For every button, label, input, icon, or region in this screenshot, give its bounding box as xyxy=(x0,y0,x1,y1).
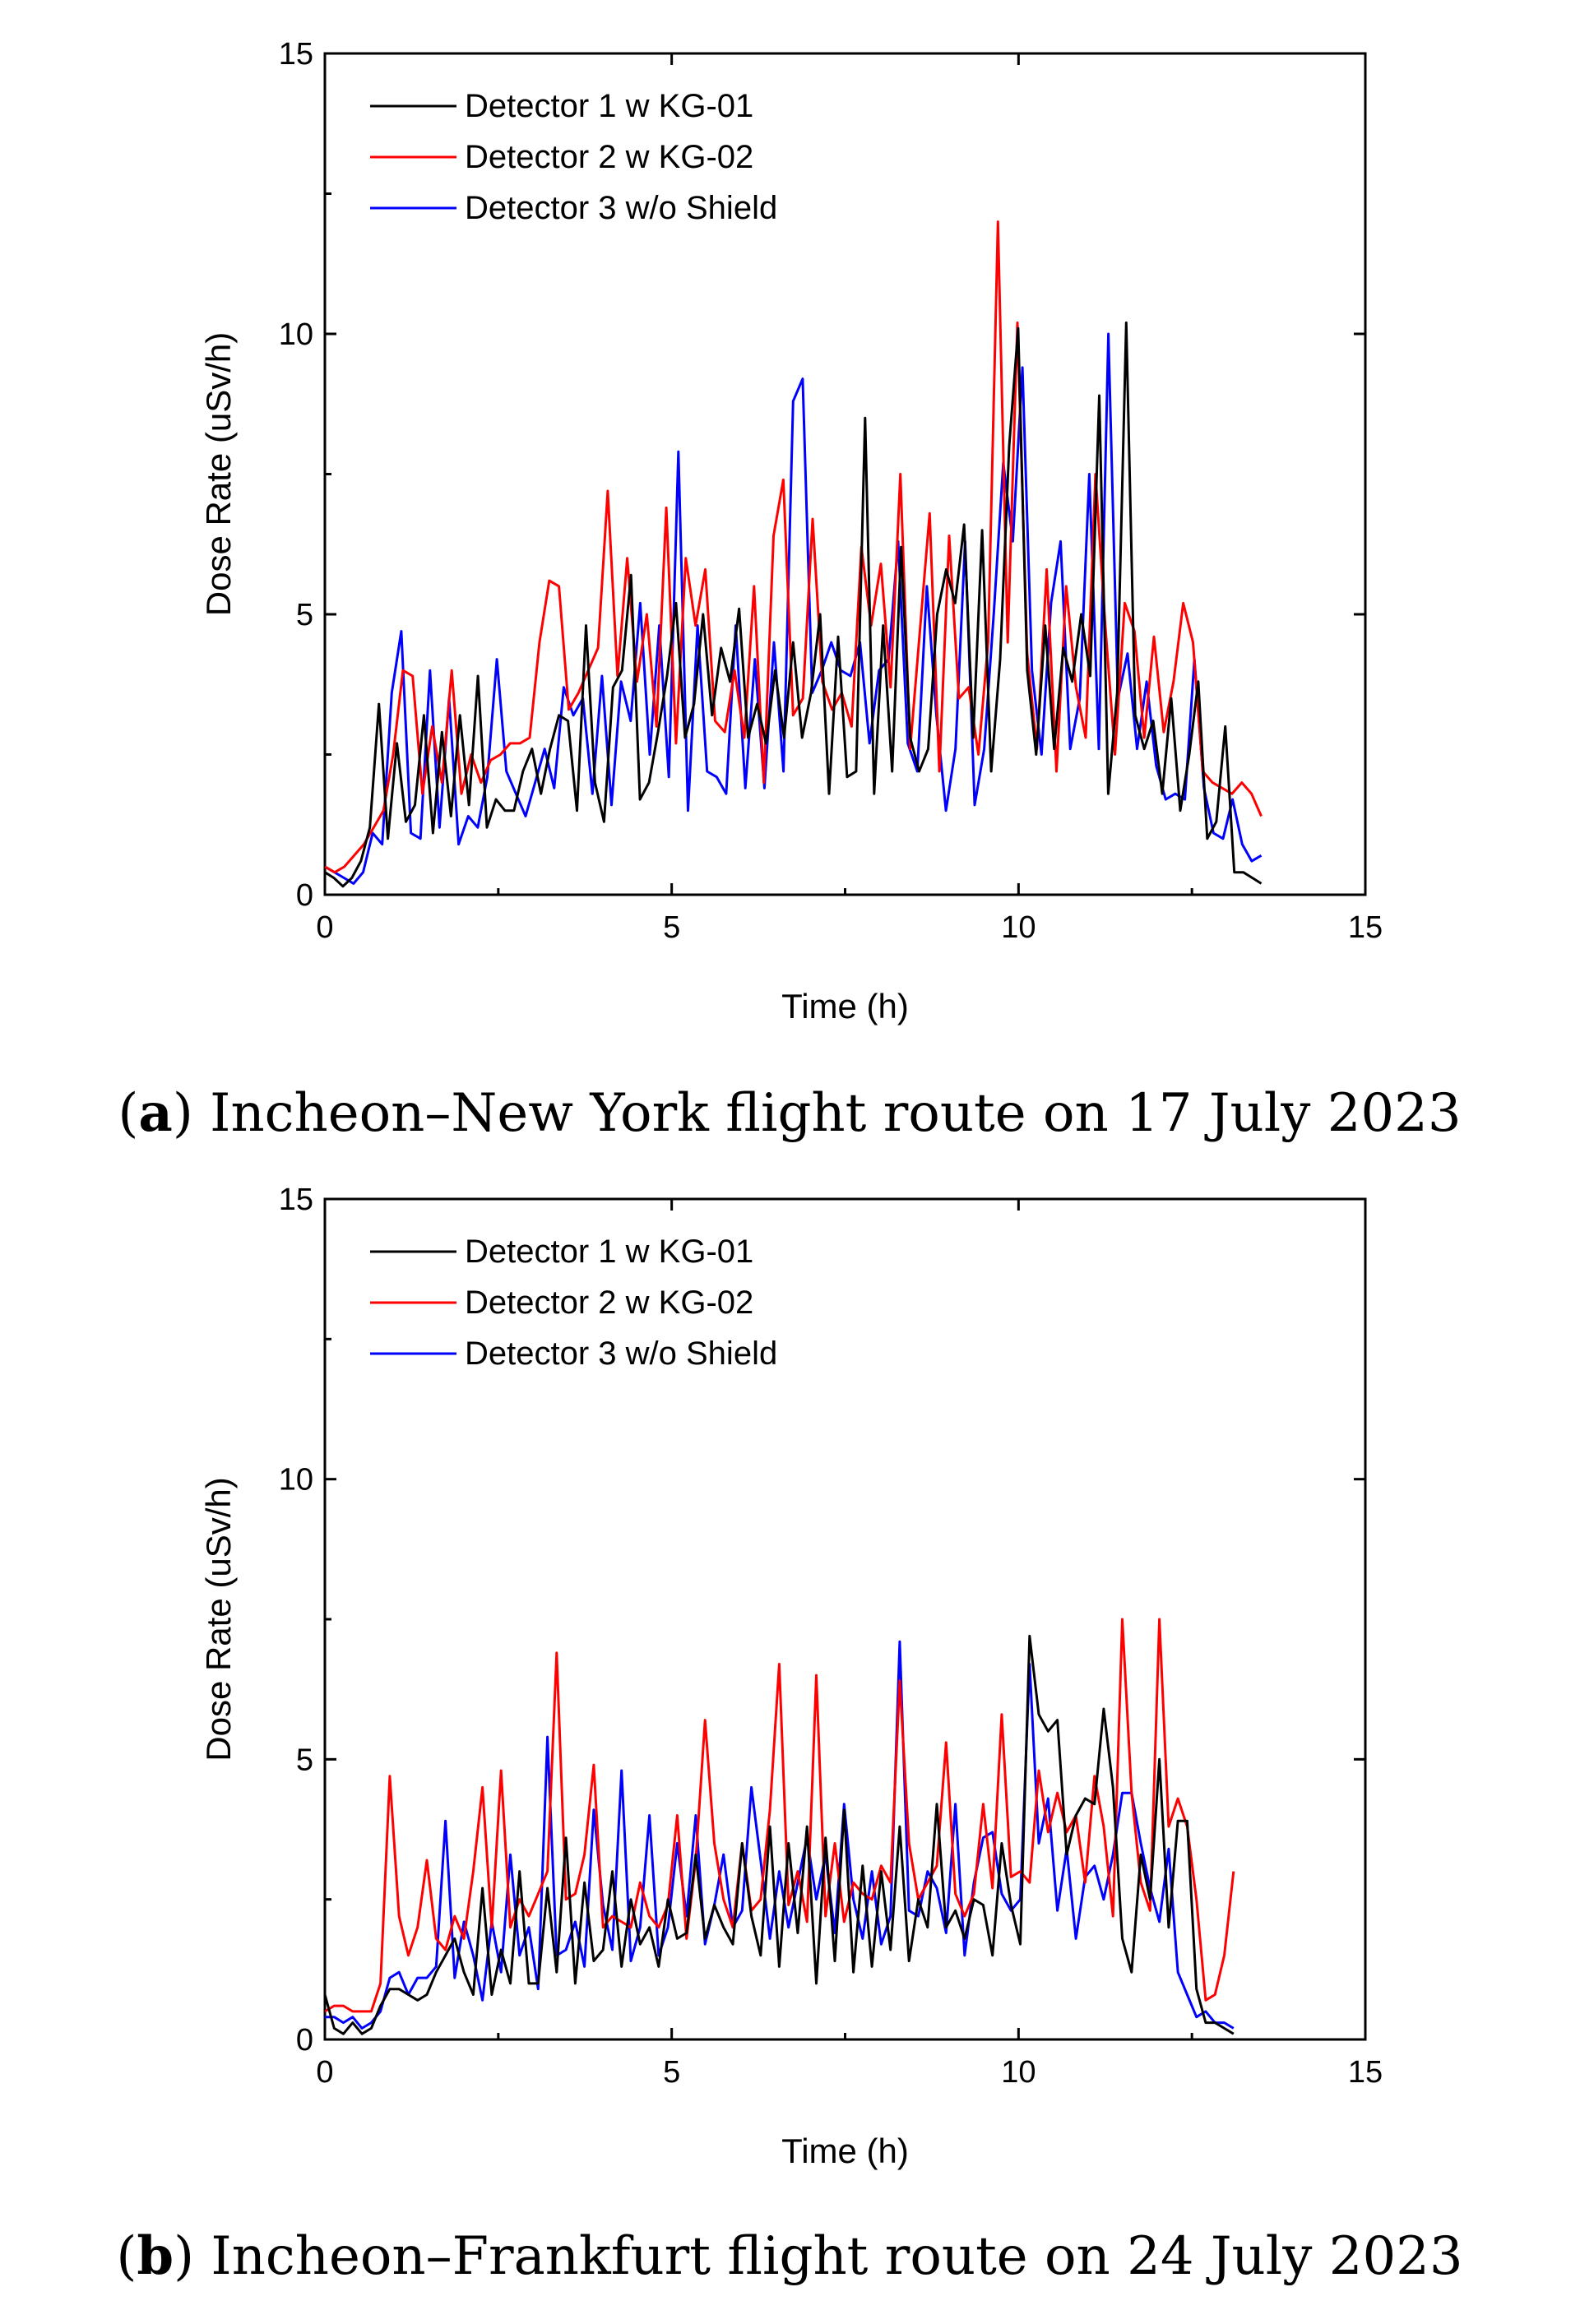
x-tick-label: 15 xyxy=(1348,2055,1383,2090)
x-axis-label: Time (h) xyxy=(781,2132,909,2170)
caption-letter: b xyxy=(137,2225,174,2287)
legend-label-detector-3: Detector 3 w/o Shield xyxy=(465,190,777,226)
chart-panel-a: 0 5 10 15 0 5 10 15 Time (h) Dose Rate (uSv/h) Det… xyxy=(199,37,1383,1025)
x-axis-label: Time (h) xyxy=(781,987,909,1025)
y-axis-label: Dose Rate (uSv/h) xyxy=(199,332,238,616)
x-tick-label: 10 xyxy=(1001,2055,1036,2090)
series-group xyxy=(325,220,1263,888)
chart-panel-b: 0 5 10 15 0 5 10 15 Time (h) Dose Rate (uSv/h) Det… xyxy=(199,1183,1383,2170)
y-tick-label: 0 xyxy=(296,2023,313,2058)
x-tick-label: 5 xyxy=(663,2055,680,2090)
y-tick-label: 5 xyxy=(296,598,313,632)
series-line-detector-1 xyxy=(325,1634,1235,2035)
x-tick-label: 0 xyxy=(316,2055,333,2090)
legend-label-detector-3: Detector 3 w/o Shield xyxy=(465,1336,777,1372)
legend-label-detector-2: Detector 2 w KG-02 xyxy=(465,1285,753,1321)
y-axis-label: Dose Rate (uSv/h) xyxy=(199,1477,238,1761)
y-tick-label: 10 xyxy=(279,1463,313,1498)
series-line-detector-3 xyxy=(325,1640,1235,2030)
series-group xyxy=(325,1618,1235,2035)
series-line-detector-3 xyxy=(325,332,1263,885)
y-tick-label: 5 xyxy=(296,1743,313,1777)
series-line-detector-2 xyxy=(325,1618,1235,2013)
x-tick-label: 0 xyxy=(316,910,333,945)
caption-text: Incheon–Frankfurt flight route on 24 Jul… xyxy=(211,2226,1462,2287)
x-tick-label: 10 xyxy=(1001,910,1036,945)
legend-label-detector-2: Detector 2 w KG-02 xyxy=(465,139,753,175)
caption-b: (b) Incheon–Frankfurt flight route on 24… xyxy=(116,2225,1462,2287)
x-tick-label: 5 xyxy=(663,910,680,945)
plot-frame xyxy=(323,52,1367,896)
caption-letter: a xyxy=(138,1082,172,1144)
caption-a: (a) Incheon–New York flight route on 17 … xyxy=(118,1082,1461,1144)
y-tick-label: 15 xyxy=(279,37,313,72)
y-tick-label: 15 xyxy=(279,1183,313,1217)
legend-label-detector-1: Detector 1 w KG-01 xyxy=(465,1234,753,1270)
x-tick-label: 15 xyxy=(1348,910,1383,945)
y-tick-label: 10 xyxy=(279,317,313,352)
caption-text: Incheon–New York flight route on 17 July… xyxy=(210,1083,1461,1144)
y-tick-label: 0 xyxy=(296,878,313,913)
series-line-detector-1 xyxy=(325,321,1263,888)
legend-label-detector-1: Detector 1 w KG-01 xyxy=(465,88,753,124)
